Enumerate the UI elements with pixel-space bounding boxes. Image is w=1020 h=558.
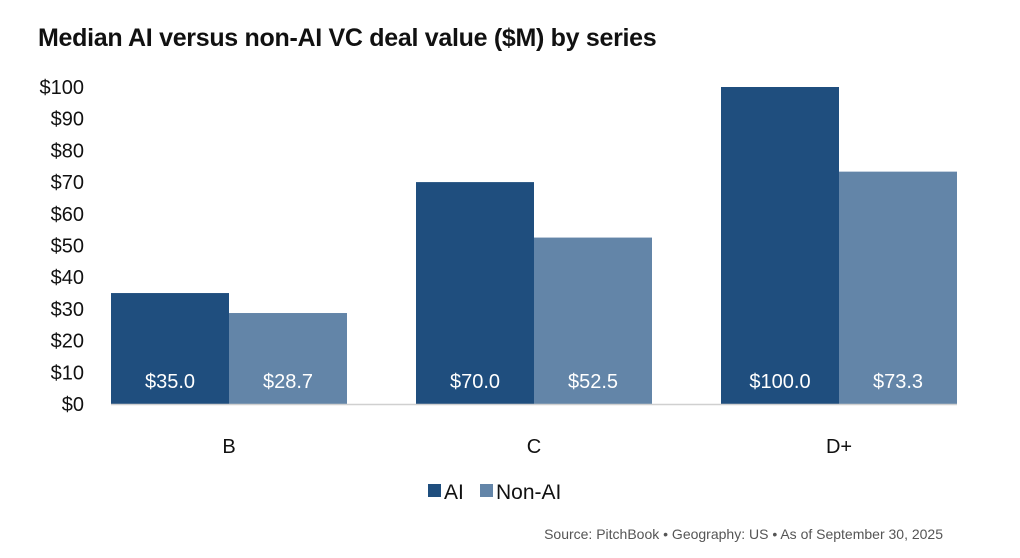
y-tick-label: $90 xyxy=(51,109,84,131)
y-tick-label: $10 xyxy=(51,362,84,384)
bar-non-ai-dplus xyxy=(839,171,957,404)
y-tick-label: $40 xyxy=(51,267,84,289)
y-tick-label: $70 xyxy=(51,172,84,194)
data-label: $52.5 xyxy=(568,371,618,393)
x-tick-label: D+ xyxy=(826,436,852,458)
legend-label: AI xyxy=(444,481,464,504)
data-label: $28.7 xyxy=(263,371,313,393)
bar-ai-b xyxy=(111,293,229,404)
legend-swatch-non-ai xyxy=(480,484,493,497)
data-label: $70.0 xyxy=(450,371,500,393)
y-tick-label: $100 xyxy=(40,77,85,99)
y-tick-label: $60 xyxy=(51,204,84,226)
data-label: $35.0 xyxy=(145,371,195,393)
source-note: Source: PitchBook • Geography: US • As o… xyxy=(544,526,943,542)
y-tick-label: $30 xyxy=(51,299,84,321)
legend-label: Non-AI xyxy=(496,481,561,504)
data-label: $100.0 xyxy=(749,371,810,393)
x-tick-label: B xyxy=(222,436,235,458)
bar-non-ai-c xyxy=(534,237,652,404)
x-tick-label: C xyxy=(527,436,541,458)
bar-ai-dplus xyxy=(721,87,839,404)
y-tick-label: $0 xyxy=(62,394,84,416)
y-tick-label: $80 xyxy=(51,140,84,162)
y-tick-label: $50 xyxy=(51,236,84,258)
y-tick-label: $20 xyxy=(51,331,84,353)
bar-ai-c xyxy=(416,182,534,404)
legend-swatch-ai xyxy=(428,484,441,497)
chart-title: Median AI versus non-AI VC deal value ($… xyxy=(38,24,657,52)
data-label: $73.3 xyxy=(873,371,923,393)
bar-non-ai-b xyxy=(229,313,347,404)
